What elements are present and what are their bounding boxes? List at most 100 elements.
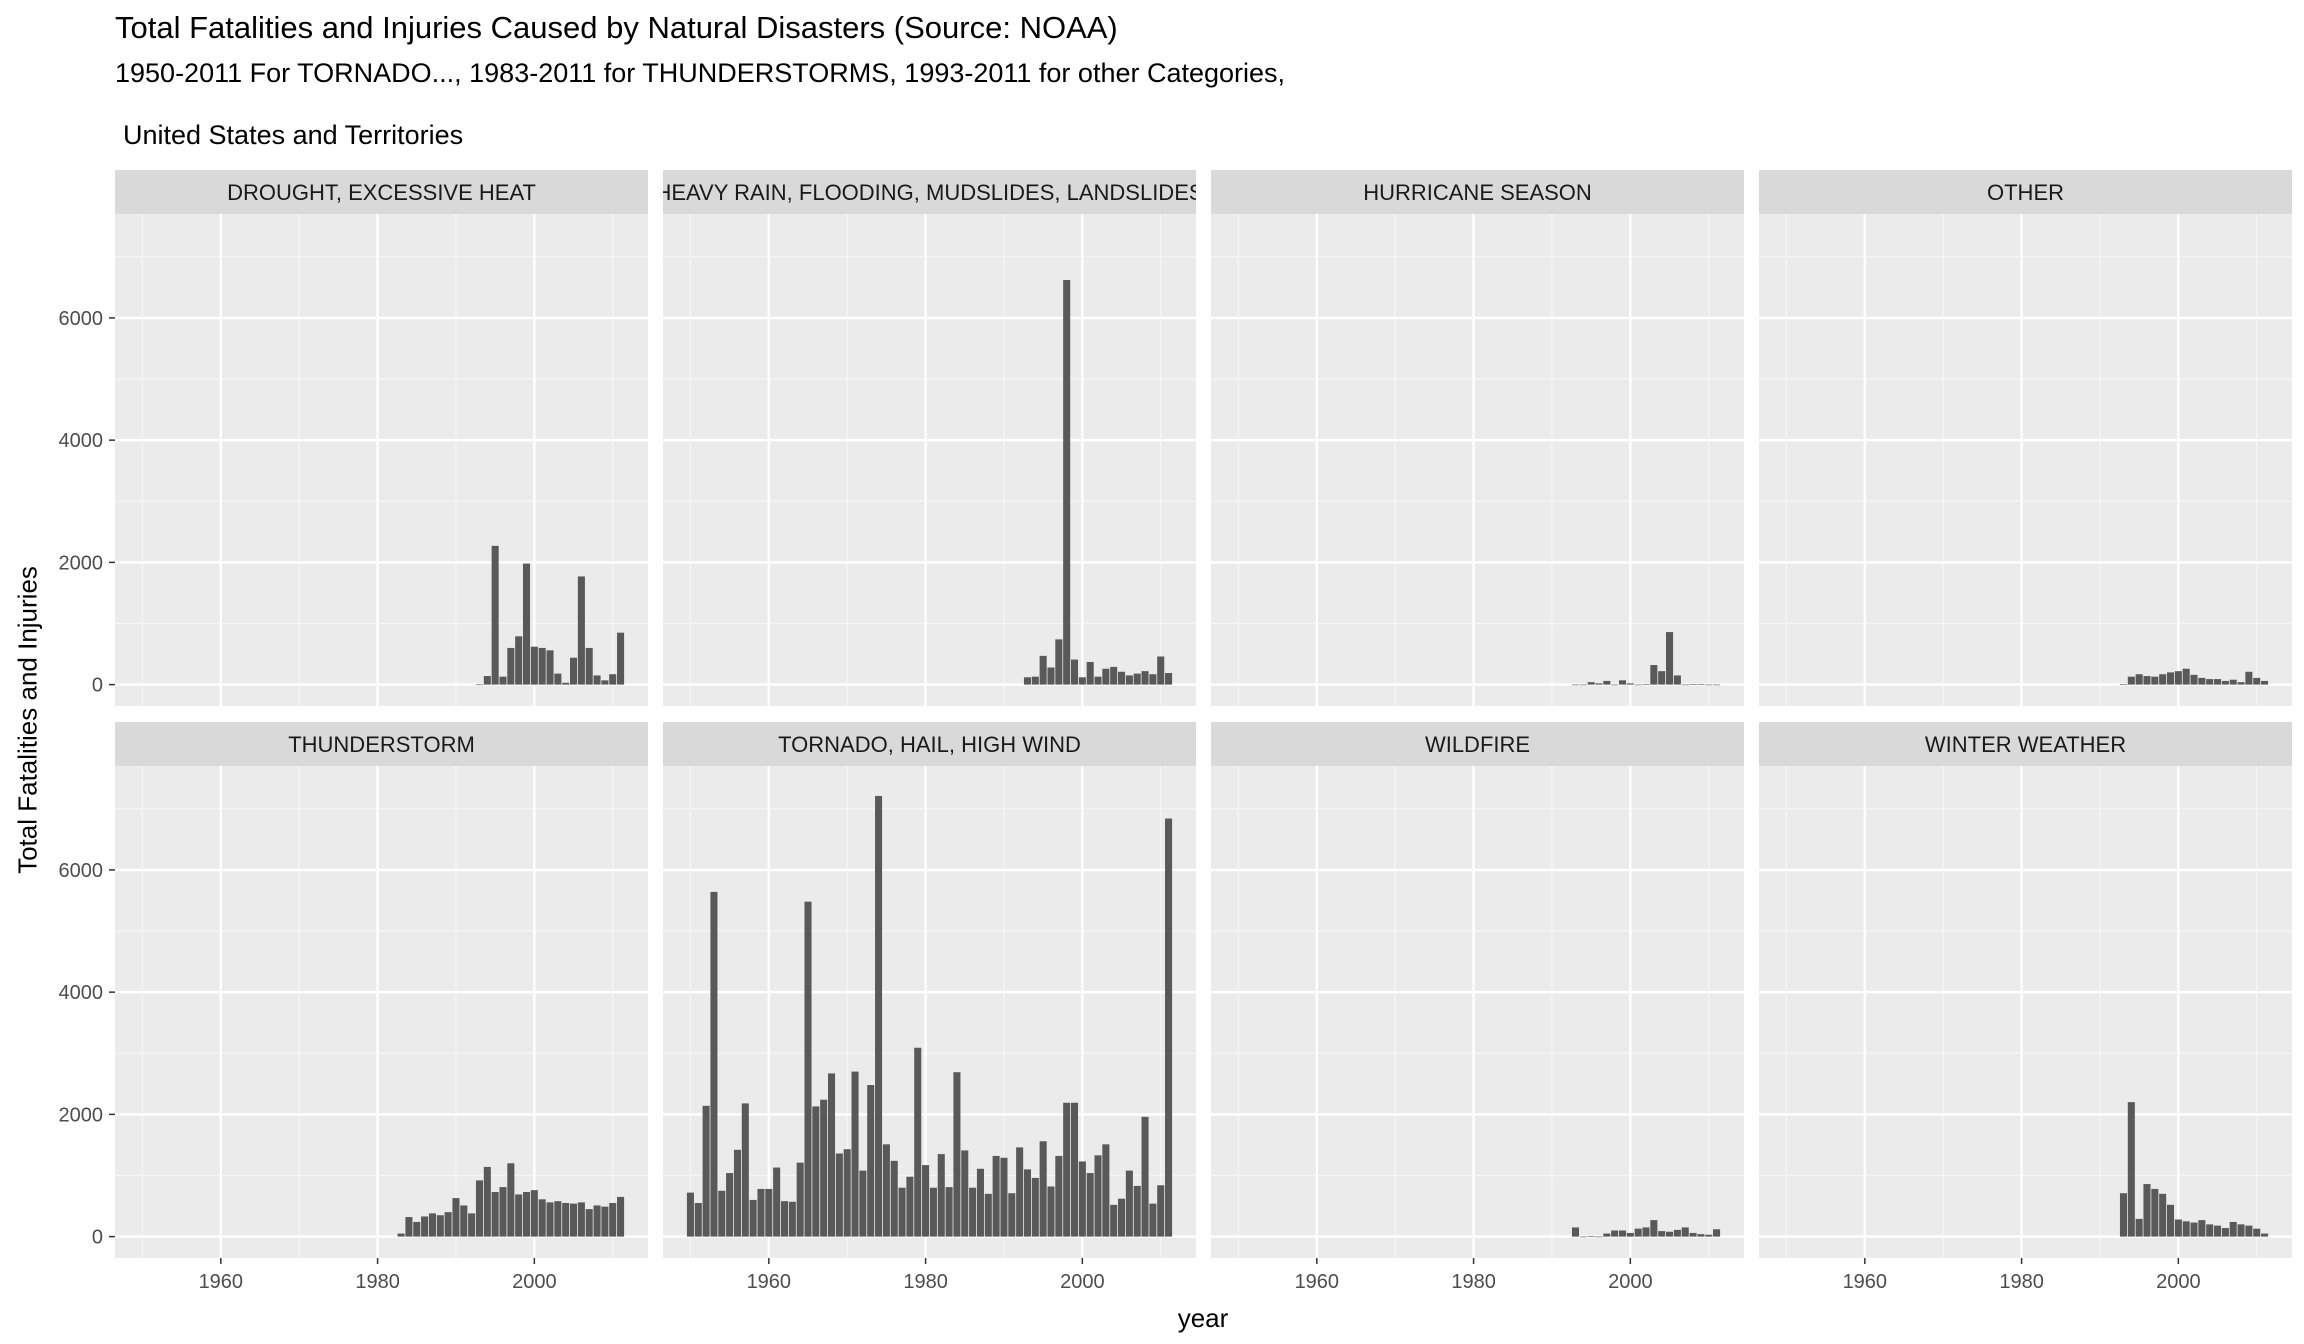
bar [2151,676,2159,685]
bar [1595,1236,1603,1238]
bar [1094,1155,1102,1237]
facet-strip-label: TORNADO, HAIL, HIGH WIND [778,732,1081,757]
bar [601,1206,609,1237]
bar [1658,671,1666,685]
bar [1165,672,1173,685]
x-tick-label: 1980 [355,1271,400,1293]
bar [937,1154,945,1237]
x-tick-label: 2000 [512,1271,557,1293]
bar [702,1105,710,1237]
facet-strip [115,722,648,766]
bar [1681,684,1689,686]
bar [1658,1231,1666,1237]
bar [1023,1169,1032,1237]
bar [1571,684,1580,686]
panel-background [1211,766,1744,1258]
x-tick-label: 1980 [903,1271,948,1293]
bar [898,1187,906,1237]
bar [1086,661,1094,685]
bar [562,682,570,685]
facet-strip [663,170,1196,214]
bar [1579,684,1587,686]
chart-subtitle-region: United States and Territories [123,120,464,150]
bar [609,674,617,685]
bar [741,1103,749,1237]
bar [1571,1227,1580,1237]
bar [2245,1225,2253,1237]
chart-title: Total Fatalities and Injuries Caused by … [115,10,1118,45]
bar [1666,1231,1674,1237]
bar [499,676,507,685]
bar [507,1163,515,1237]
bar [859,1170,867,1237]
bar [1023,677,1032,685]
bar [992,1155,1000,1237]
bar [522,563,531,685]
bar [1008,1193,1016,1237]
bar [413,1221,421,1237]
bar [796,1162,804,1237]
bar [546,1202,554,1237]
bar [1705,1234,1713,1237]
facet-strip [1211,170,1744,214]
bar [397,1233,405,1237]
bar [609,1202,617,1237]
facet-strip [663,722,1196,766]
bar [780,1201,789,1237]
bar [1070,1102,1079,1237]
bar [2127,676,2135,685]
bar [1642,683,1650,685]
bar [1626,1232,1634,1237]
bar [1118,671,1126,685]
bar [1063,1102,1071,1237]
bar [2237,1224,2245,1237]
bar [2253,1228,2261,1237]
bar [1626,683,1634,685]
panel-background [1759,214,2292,706]
facet-panel: HURRICANE SEASON [1211,170,1744,706]
bar [585,1209,593,1237]
bar [2135,1218,2143,1237]
bar [2119,1193,2128,1237]
bar [1650,1220,1658,1237]
bar [475,1180,484,1237]
bar [428,1213,436,1237]
bar [1611,684,1619,686]
bar [710,891,718,1237]
bar [765,1188,773,1237]
bar [483,1166,491,1237]
bar [1149,1203,1157,1237]
facet-strip [115,170,648,214]
x-axis-label: year [1177,1303,1229,1333]
bar [1110,1204,1118,1237]
bar [827,1073,836,1237]
bar [788,1201,796,1237]
bar [2174,1219,2182,1237]
bar [733,1149,741,1237]
bar [882,1144,890,1237]
bar [593,675,601,685]
bar [906,1176,914,1237]
bar [686,1192,694,1237]
bar [835,1153,843,1237]
facet-panel: WINTER WEATHER 1960 1980 2000 [1759,722,2292,1293]
bar [530,646,538,685]
bar [491,1191,499,1237]
y-tick-label: 2000 [59,552,104,574]
facet-strip-label: HEAVY RAIN, FLOODING, MUDSLIDES, LANDSLI… [655,180,1203,205]
bar [538,647,546,685]
bar [1055,1155,1063,1237]
bar [1165,818,1173,1237]
bar [2119,683,2128,685]
bar [929,1187,937,1237]
facet-strip [1759,170,2292,214]
bar [2182,668,2190,685]
bar [1634,684,1642,686]
bar [1133,1185,1141,1237]
bar [617,1196,625,1237]
facet-strip-label: DROUGHT, EXCESSIVE HEAT [227,180,536,205]
facet-panel: OTHER [1759,170,2292,706]
bar [890,1160,898,1237]
bar [2135,674,2143,685]
